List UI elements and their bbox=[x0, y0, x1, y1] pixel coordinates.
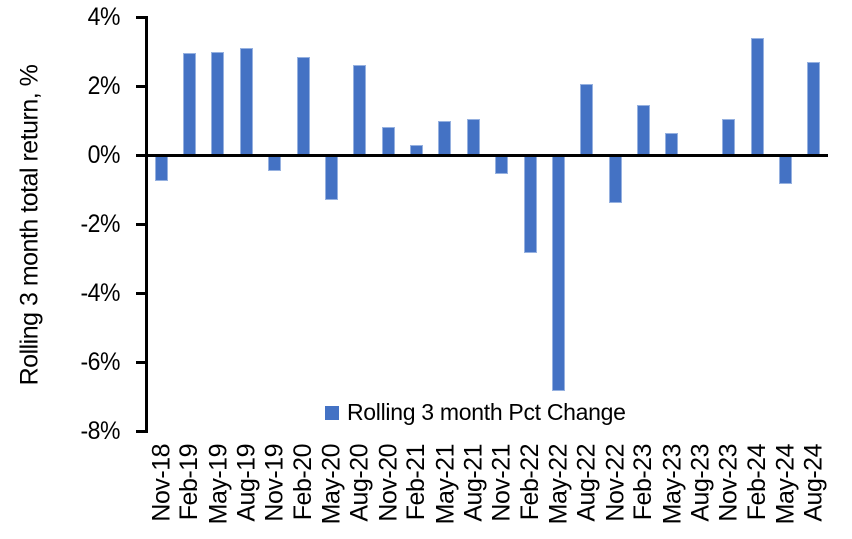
bar-Feb-22 bbox=[523, 155, 537, 254]
x-tick-label: Aug-24 bbox=[799, 444, 828, 522]
x-tick-label: May-24 bbox=[771, 444, 800, 525]
x-tick-label: Nov-22 bbox=[601, 444, 630, 522]
y-tick-mark bbox=[136, 429, 147, 433]
y-tick-mark bbox=[136, 153, 147, 157]
x-tick-label: Aug-23 bbox=[686, 444, 715, 522]
y-tick-label: 2% bbox=[87, 72, 121, 100]
x-tick-label: Feb-21 bbox=[402, 444, 431, 521]
x-tick-label: Aug-19 bbox=[232, 444, 261, 522]
bar-Aug-22 bbox=[580, 84, 594, 155]
y-tick-mark bbox=[136, 84, 147, 88]
y-tick-label: 4% bbox=[87, 3, 121, 31]
bar-May-22 bbox=[551, 155, 565, 392]
x-tick-label: Nov-21 bbox=[487, 444, 516, 522]
y-tick-label: -2% bbox=[80, 210, 120, 238]
bar-Nov-21 bbox=[495, 155, 509, 174]
bar-Aug-19 bbox=[239, 48, 253, 155]
y-tick-mark bbox=[136, 15, 147, 19]
bar-Aug-21 bbox=[466, 118, 480, 155]
legend-label: Rolling 3 month Pct Change bbox=[347, 399, 626, 425]
x-tick-label: Aug-22 bbox=[572, 444, 601, 522]
x-tick-label: Aug-20 bbox=[345, 444, 374, 522]
x-tick-label: Nov-20 bbox=[374, 444, 403, 522]
y-tick-mark bbox=[136, 360, 147, 364]
x-tick-label: May-20 bbox=[317, 444, 346, 525]
bar-May-21 bbox=[438, 120, 452, 155]
zero-axis-line bbox=[147, 153, 828, 157]
bar-Nov-19 bbox=[268, 155, 282, 171]
bar-Nov-22 bbox=[608, 155, 622, 204]
bar-May-24 bbox=[778, 155, 792, 185]
y-tick-label: -6% bbox=[80, 348, 120, 376]
bar-Aug-24 bbox=[807, 61, 821, 155]
x-tick-label: Feb-24 bbox=[743, 444, 772, 521]
x-tick-label: Feb-22 bbox=[516, 444, 545, 521]
bar-Nov-23 bbox=[722, 118, 736, 155]
x-tick-label: Nov-18 bbox=[147, 444, 176, 522]
bar-Feb-19 bbox=[183, 53, 197, 155]
y-tick-label: -4% bbox=[80, 279, 120, 307]
legend: Rolling 3 month Pct Change bbox=[325, 399, 626, 426]
x-tick-label: Nov-23 bbox=[714, 444, 743, 522]
y-tick-mark bbox=[136, 291, 147, 295]
bar-May-23 bbox=[665, 132, 679, 155]
bar-Nov-18 bbox=[154, 155, 168, 181]
bar-Nov-20 bbox=[381, 127, 395, 155]
x-tick-label: May-23 bbox=[657, 444, 686, 525]
y-tick-label: 0% bbox=[87, 141, 121, 169]
x-tick-label: Feb-23 bbox=[629, 444, 658, 521]
bar-Feb-23 bbox=[637, 104, 651, 155]
x-tick-label: May-21 bbox=[430, 444, 459, 525]
bar-May-20 bbox=[324, 155, 338, 200]
bar-Feb-24 bbox=[750, 37, 764, 155]
legend-swatch-icon bbox=[325, 405, 339, 420]
bar-May-19 bbox=[211, 51, 225, 155]
x-tick-label: Feb-19 bbox=[175, 444, 204, 521]
x-tick-label: Aug-21 bbox=[459, 444, 488, 522]
bar-Aug-20 bbox=[353, 65, 367, 155]
y-tick-label: -8% bbox=[80, 417, 120, 445]
x-tick-label: Nov-19 bbox=[260, 444, 289, 522]
x-tick-label: May-22 bbox=[544, 444, 573, 525]
y-tick-mark bbox=[136, 222, 147, 226]
x-tick-label: May-19 bbox=[203, 444, 232, 525]
x-tick-label: Feb-20 bbox=[289, 444, 318, 521]
bar-Feb-20 bbox=[296, 56, 310, 155]
